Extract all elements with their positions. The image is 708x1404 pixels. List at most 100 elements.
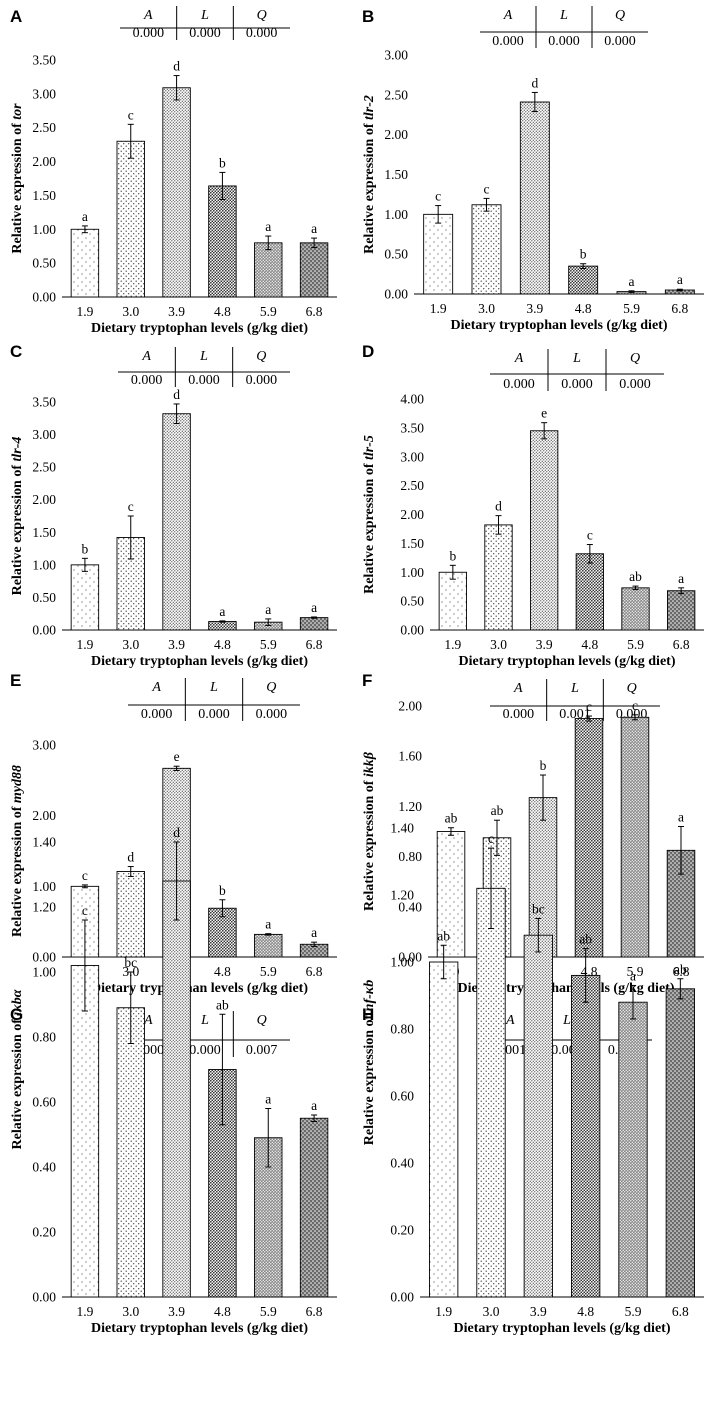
significance-letter: b [580, 247, 587, 262]
bar [620, 716, 650, 958]
y-tick-label: 2.00 [32, 808, 56, 823]
y-tick-label: 0.00 [398, 950, 422, 965]
stats-header-q: Q [627, 681, 637, 696]
bar [667, 590, 696, 631]
y-tick-label: 2.50 [32, 460, 56, 475]
stats-value-a: 0.000 [141, 707, 173, 722]
stats-header-l: L [570, 681, 579, 696]
bar [429, 961, 459, 1298]
bar [471, 204, 502, 295]
x-tick-label: 3.9 [168, 637, 185, 652]
y-tick-label: 0.40 [32, 1160, 56, 1175]
x-tick-label: 3.0 [122, 637, 139, 652]
bar [208, 185, 237, 298]
y-tick-label: 0.00 [390, 1290, 414, 1305]
x-tick-label: 1.9 [76, 304, 93, 319]
y-axis-title: Relative expression of tlr-5 [362, 435, 377, 594]
y-tick-label: 1.60 [398, 749, 422, 764]
significance-letter: d [127, 850, 134, 865]
y-tick-label: 3.00 [400, 449, 424, 464]
bar [665, 988, 695, 1298]
y-axis-gene-name: tlr-5 [362, 435, 377, 460]
y-axis-title-prefix: Relative expression of [10, 462, 25, 596]
x-axis-title: Dietary tryptophan levels (g/kg diet) [91, 654, 308, 669]
y-tick-label: 1.20 [32, 900, 56, 915]
y-tick-label: 0.80 [398, 849, 422, 864]
bar [438, 571, 467, 631]
y-axis-title: Relative expression of tlr-2 [362, 95, 377, 254]
stats-header-l: L [209, 680, 218, 695]
significance-letter: a [678, 571, 684, 586]
stats-table: A L Q 0.000 0.000 0.000 [480, 6, 648, 49]
x-tick-label: 1.9 [430, 301, 447, 316]
significance-letter: c [586, 699, 592, 714]
y-tick-label: 0.00 [32, 290, 56, 305]
significance-letter: a [265, 917, 271, 932]
y-tick-label: 0.50 [400, 594, 424, 609]
significance-letter: ab [216, 997, 229, 1012]
bar [162, 880, 191, 1298]
y-tick-label: 0.00 [32, 950, 56, 965]
x-tick-label: 5.9 [623, 301, 640, 316]
stats-value-l: 0.000 [189, 26, 221, 41]
stats-table: A L Q 0.000 0.000 0.000 [490, 349, 664, 392]
y-tick-label: 3.50 [32, 395, 56, 410]
x-tick-label: 1.9 [444, 637, 461, 652]
bar [568, 265, 599, 295]
y-tick-label: 3.00 [32, 86, 56, 101]
significance-letter: c [484, 181, 490, 196]
x-tick-label: 1.9 [435, 1304, 452, 1319]
panel-g: G A L Q0.000 0.000 0.0070.000.200.400.600.801… [10, 825, 337, 1336]
panel-letter: E [10, 671, 21, 690]
y-tick-label: 3.00 [384, 48, 408, 63]
significance-letter: c [82, 868, 88, 883]
significance-letter: d [173, 59, 180, 74]
stats-table: A L Q0.000 0.000 0.007 [120, 1011, 290, 1058]
x-tick-label: 3.0 [483, 1304, 500, 1319]
y-tick-label: 0.80 [32, 1030, 56, 1045]
x-tick-label: 6.8 [673, 637, 690, 652]
x-tick-label: 4.8 [214, 637, 231, 652]
y-axis-title-prefix: Relative expression of [362, 120, 377, 254]
y-axis-title-prefix: Relative expression of [10, 120, 25, 254]
panel-a: A A L Q 0.000 0.000 0.000 0.00 0.50 1.00 1.50 2.00 2… [10, 6, 337, 336]
bar [423, 213, 454, 295]
y-tick-label: 3.50 [400, 420, 424, 435]
y-tick-label: 0.50 [384, 247, 408, 262]
significance-letter: b [540, 758, 547, 773]
x-tick-label: 6.8 [306, 637, 323, 652]
x-tick-label: 5.9 [260, 964, 277, 979]
y-axis-gene-name: tlr-2 [362, 95, 377, 120]
significance-letter: a [311, 600, 317, 615]
bar [571, 974, 601, 1298]
significance-letter: e [174, 749, 180, 764]
y-tick-label: 0.50 [32, 256, 56, 271]
x-tick-label: 4.8 [214, 964, 231, 979]
stats-value-a: 0.000 [503, 377, 535, 392]
significance-letter: a [677, 272, 683, 287]
x-tick-label: 3.9 [168, 304, 185, 319]
stats-header-l: L [559, 8, 568, 23]
x-tick-label: 3.0 [122, 1304, 139, 1319]
panel-b: B A L Q 0.000 0.000 0.000 0.00 0.50 1.00 1.50 2.00 2… [362, 6, 704, 333]
significance-letter: bc [532, 901, 545, 916]
y-tick-label: 1.50 [384, 167, 408, 182]
significance-letter: ab [445, 811, 458, 826]
significance-letter: c [488, 831, 494, 846]
significance-letter: a [311, 925, 317, 940]
stats-table: A L Q 0.000 0.000 0.000 [120, 6, 290, 41]
y-axis-title: Relative expression of tor [10, 103, 25, 254]
x-tick-label: 6.8 [673, 964, 690, 979]
x-tick-label: 4.8 [575, 301, 592, 316]
x-tick-label: 4.8 [577, 1304, 594, 1319]
y-tick-label: 3.50 [32, 53, 56, 68]
bar [116, 140, 145, 298]
y-tick-label: 4.00 [400, 392, 424, 407]
x-tick-label: 4.8 [581, 637, 598, 652]
stats-header-q: Q [266, 680, 276, 695]
significance-letter: d [495, 499, 502, 514]
x-tick-label: 3.9 [168, 1304, 185, 1319]
stats-header-q: Q [256, 349, 266, 364]
bar [208, 621, 237, 631]
y-tick-label: 1.00 [32, 879, 56, 894]
